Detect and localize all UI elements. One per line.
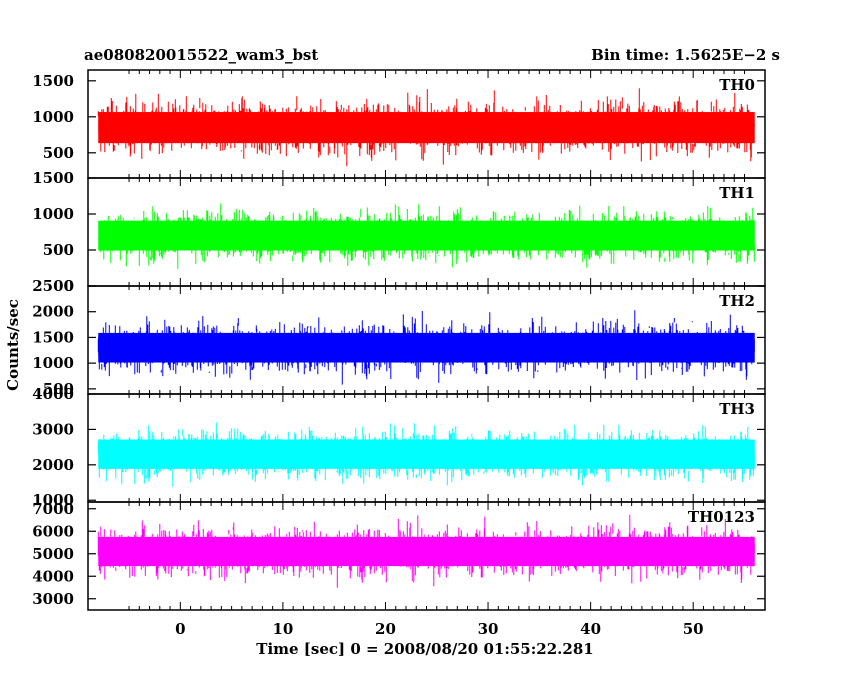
y-tick-label: 6000: [32, 522, 74, 540]
y-tick-label: 500: [43, 144, 74, 162]
y-tick-label: 500: [43, 380, 74, 398]
y-tick-label: 1000: [32, 354, 74, 372]
chart-title: ae080820015522_wam3_bst: [84, 46, 318, 64]
y-tick-label: 1500: [32, 169, 74, 187]
x-tick-label: 40: [580, 620, 601, 638]
series-th2-line: [97, 310, 755, 385]
x-axis-label: Time [sec] 0 = 2008/08/20 01:55:22.281: [256, 640, 593, 658]
y-tick-label: 1000: [32, 108, 74, 126]
x-tick-label: 50: [683, 620, 704, 638]
y-tick-label: 4000: [32, 385, 74, 403]
y-tick-label: 1000: [32, 205, 74, 223]
panel-th0123: 3000 4000 5000 6000 7000 TH0123: [32, 500, 766, 611]
y-axis-label: Counts/sec: [4, 299, 22, 391]
series-label: TH0123: [688, 508, 755, 526]
series-label: TH1: [719, 184, 755, 202]
y-tick-label: 1500: [32, 328, 74, 346]
y-tick-label: 0: [64, 277, 74, 295]
bin-time-label: Bin time: 1.5625E−2 s: [591, 46, 780, 64]
series-th0123-line: [97, 514, 755, 588]
y-tick-label: 2000: [32, 456, 74, 474]
y-tick-label: 4000: [32, 567, 74, 585]
series-label: TH0: [719, 76, 755, 94]
series-label: TH3: [719, 400, 755, 418]
series-th1-line: [97, 203, 755, 269]
panel-th3: 1000 2000 3000 4000 TH3: [32, 385, 766, 509]
y-tick-label: 7000: [32, 500, 74, 518]
y-tick-label: 3000: [32, 590, 74, 608]
y-tick-label: 2500: [32, 277, 74, 295]
y-tick-label: 500: [43, 241, 74, 259]
series-th0-line: [97, 88, 755, 167]
x-tick-label: 0: [175, 620, 185, 638]
x-tick-label: 20: [375, 620, 396, 638]
x-tick-label: 10: [272, 620, 293, 638]
series-label: TH2: [719, 292, 755, 310]
panel-th2: 500 1000 1500 2000 2500 TH2: [32, 277, 766, 398]
panel-th1: 0 500 1000 1500 TH1: [32, 169, 766, 295]
y-tick-label: 5000: [32, 545, 74, 563]
y-tick-label: 3000: [32, 420, 74, 438]
x-tick-label: 30: [478, 620, 499, 638]
y-tick-label: 1500: [32, 72, 74, 90]
y-tick-label: 2000: [32, 303, 74, 321]
panel-th0: 500 1000 1500 TH0: [32, 69, 766, 179]
y-tick-label: 1000: [32, 491, 74, 509]
series-th3-line: [97, 422, 755, 487]
